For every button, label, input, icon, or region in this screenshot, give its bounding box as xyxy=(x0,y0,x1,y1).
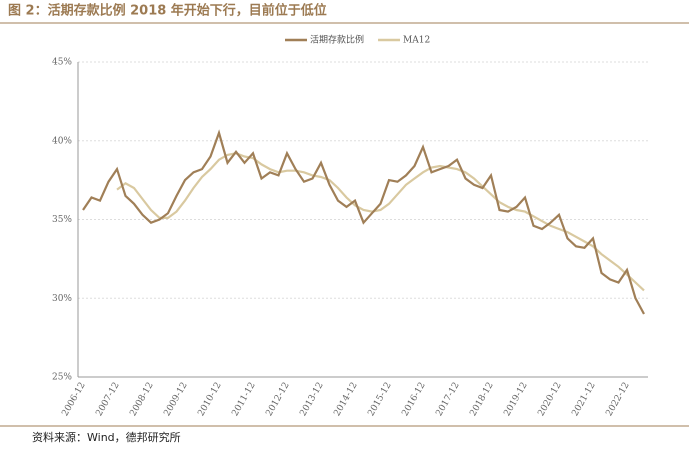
x-tick-label: 2021-12 xyxy=(570,381,597,418)
x-tick-label: 2015-12 xyxy=(366,381,393,418)
y-tick-label: 45% xyxy=(52,58,72,68)
x-tick-label: 2014-12 xyxy=(332,381,359,418)
series-line xyxy=(82,129,645,315)
x-tick-label: 2012-12 xyxy=(264,381,291,418)
y-tick-label: 30% xyxy=(52,294,72,304)
x-tick-label: 2022-12 xyxy=(604,381,631,418)
y-tick-label: 40% xyxy=(52,136,72,146)
x-tick-label: 2006-12 xyxy=(60,381,87,418)
x-tick-label: 2019-12 xyxy=(502,381,529,418)
x-tick-label: 2010-12 xyxy=(196,381,223,418)
x-tick-label: 2009-12 xyxy=(162,381,189,418)
x-tick-label: 2017-12 xyxy=(434,381,461,418)
x-tick-label: 2007-12 xyxy=(94,381,121,418)
y-tick-label: 25% xyxy=(52,373,72,383)
chart-title: 图 2：活期存款比例 2018 年开始下行，目前位于低位 xyxy=(8,3,327,19)
y-tick-label: 35% xyxy=(52,215,72,225)
x-tick-label: 2020-12 xyxy=(536,381,563,418)
x-tick-label: 2016-12 xyxy=(400,381,427,418)
source: 资料来源：Wind，德邦研究所 xyxy=(32,430,181,444)
x-tick-label: 2013-12 xyxy=(298,381,325,418)
x-tick-label: 2018-12 xyxy=(468,381,495,418)
x-tick-label: 2008-12 xyxy=(128,381,155,418)
x-tick-label: 2011-12 xyxy=(230,381,257,418)
legend-label: 活期存款比例 xyxy=(310,34,364,46)
legend-label: MA12 xyxy=(403,36,430,46)
series-line xyxy=(116,152,645,292)
